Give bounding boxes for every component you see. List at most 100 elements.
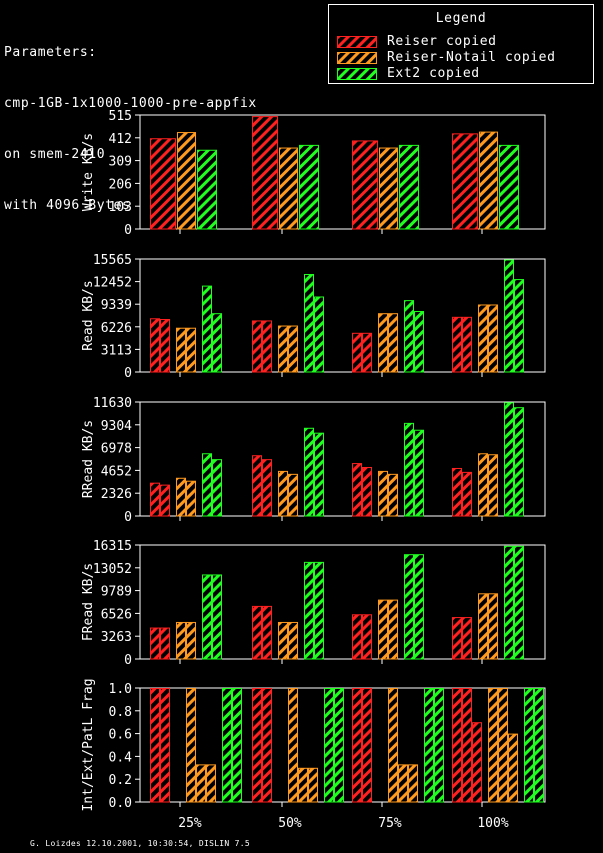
bar	[222, 688, 232, 803]
bar	[362, 614, 372, 660]
bar	[298, 767, 308, 803]
bar	[452, 617, 462, 660]
bar	[524, 688, 534, 803]
bar	[177, 132, 196, 230]
bar	[262, 320, 272, 373]
parameters-heading: Parameters:	[4, 45, 97, 60]
y-tick-label: 206	[109, 177, 132, 192]
bar	[150, 627, 160, 660]
x-tick-label: 50%	[278, 816, 302, 831]
y-tick-label: 16315	[93, 539, 132, 554]
y-tick-label: 0	[124, 366, 132, 381]
bar	[472, 722, 482, 803]
legend-title: Legend	[435, 11, 487, 26]
panel-1: 0 3113 6226 9339 12452 15565 Read KB/s	[81, 253, 546, 381]
y-tick-label: 1.0	[109, 682, 132, 697]
bar	[278, 621, 288, 660]
panel-2: 0 2326 4652 6978 9304 11630 RRead KB/s	[81, 396, 546, 525]
bar	[504, 545, 514, 660]
y-axis-label: Read KB/s	[81, 280, 96, 350]
bar	[278, 470, 288, 517]
legend-box: Legend Reiser copied Reiser-Notail copie…	[328, 4, 594, 84]
bar	[314, 432, 324, 517]
plot-frame	[139, 114, 546, 230]
bar	[304, 427, 314, 517]
y-tick-label: 3113	[101, 343, 132, 358]
bar	[452, 133, 478, 230]
bar	[352, 614, 362, 660]
bar	[514, 545, 524, 660]
bar	[206, 764, 216, 803]
bar	[488, 593, 498, 660]
bar	[404, 422, 414, 517]
parameters-line: with 4096 Bytes	[4, 198, 131, 213]
y-tick-label: 0.2	[109, 773, 132, 788]
bar	[408, 764, 418, 803]
y-tick-label: 103	[109, 200, 132, 215]
y-tick-label: 12452	[93, 276, 132, 291]
bar	[252, 455, 262, 517]
y-tick-label: 0.8	[109, 705, 132, 720]
bar	[186, 327, 196, 373]
bar	[452, 316, 462, 373]
bar	[196, 764, 206, 803]
bar	[478, 453, 488, 517]
bar	[197, 149, 217, 230]
bar	[434, 688, 444, 803]
bar	[488, 688, 498, 803]
bar	[299, 144, 319, 230]
parameters-line: on smem-2410	[4, 147, 106, 162]
bar	[252, 320, 262, 373]
plot-frame	[139, 258, 546, 373]
y-tick-label: 0	[124, 510, 132, 525]
bar	[252, 605, 262, 660]
bar	[212, 313, 222, 373]
bar	[288, 688, 298, 803]
bar	[388, 473, 398, 517]
bar	[288, 473, 298, 517]
legend-label: Reiser-Notail copied	[387, 50, 556, 65]
bar	[362, 688, 372, 803]
bar	[288, 621, 298, 660]
bar	[150, 482, 160, 517]
bar	[150, 318, 160, 373]
bar	[212, 459, 222, 517]
bar	[304, 273, 314, 373]
panel-3: 0 3263 6526 9789 13052 16315 FRead KB/s	[81, 539, 546, 668]
panel-0: 0 103 206 309 412 515 Write KB/s	[81, 109, 546, 238]
bar	[212, 574, 222, 660]
x-tick-label: 75%	[378, 816, 402, 831]
bar	[262, 459, 272, 517]
y-tick-label: 15565	[93, 253, 132, 268]
y-axis-label: Int/Ext/PatL Frag	[81, 678, 96, 811]
bar	[362, 332, 372, 373]
bar	[379, 147, 398, 230]
y-axis-label: Write KB/s	[81, 133, 96, 211]
bar	[404, 554, 414, 660]
bar	[414, 554, 424, 660]
bar	[304, 561, 314, 660]
bar	[160, 319, 170, 373]
bar	[202, 574, 212, 660]
parameters-block: Parameters: cmp-1GB-1x1000-1000-pre-appf…	[4, 10, 257, 231]
bar	[504, 259, 514, 373]
footer-credit: G. Loizdes 12.10.2001, 10:30:54, DISLIN …	[30, 839, 251, 848]
bar	[452, 467, 462, 517]
parameters-line: cmp-1GB-1x1000-1000-pre-appfix	[4, 96, 257, 111]
bar	[534, 688, 544, 803]
bar	[514, 279, 524, 373]
bar	[478, 304, 488, 373]
legend-label: Ext2 copied	[387, 66, 480, 81]
bar	[308, 767, 318, 803]
bar	[160, 627, 170, 660]
bar	[324, 688, 334, 803]
bar	[279, 147, 298, 230]
bar	[186, 688, 196, 803]
y-tick-label: 0.6	[109, 728, 132, 743]
bar	[378, 470, 388, 517]
plot-frame	[139, 401, 546, 517]
bar	[508, 733, 518, 803]
y-tick-label: 4652	[101, 464, 132, 479]
plot-frame	[139, 544, 546, 660]
bar	[186, 480, 196, 517]
